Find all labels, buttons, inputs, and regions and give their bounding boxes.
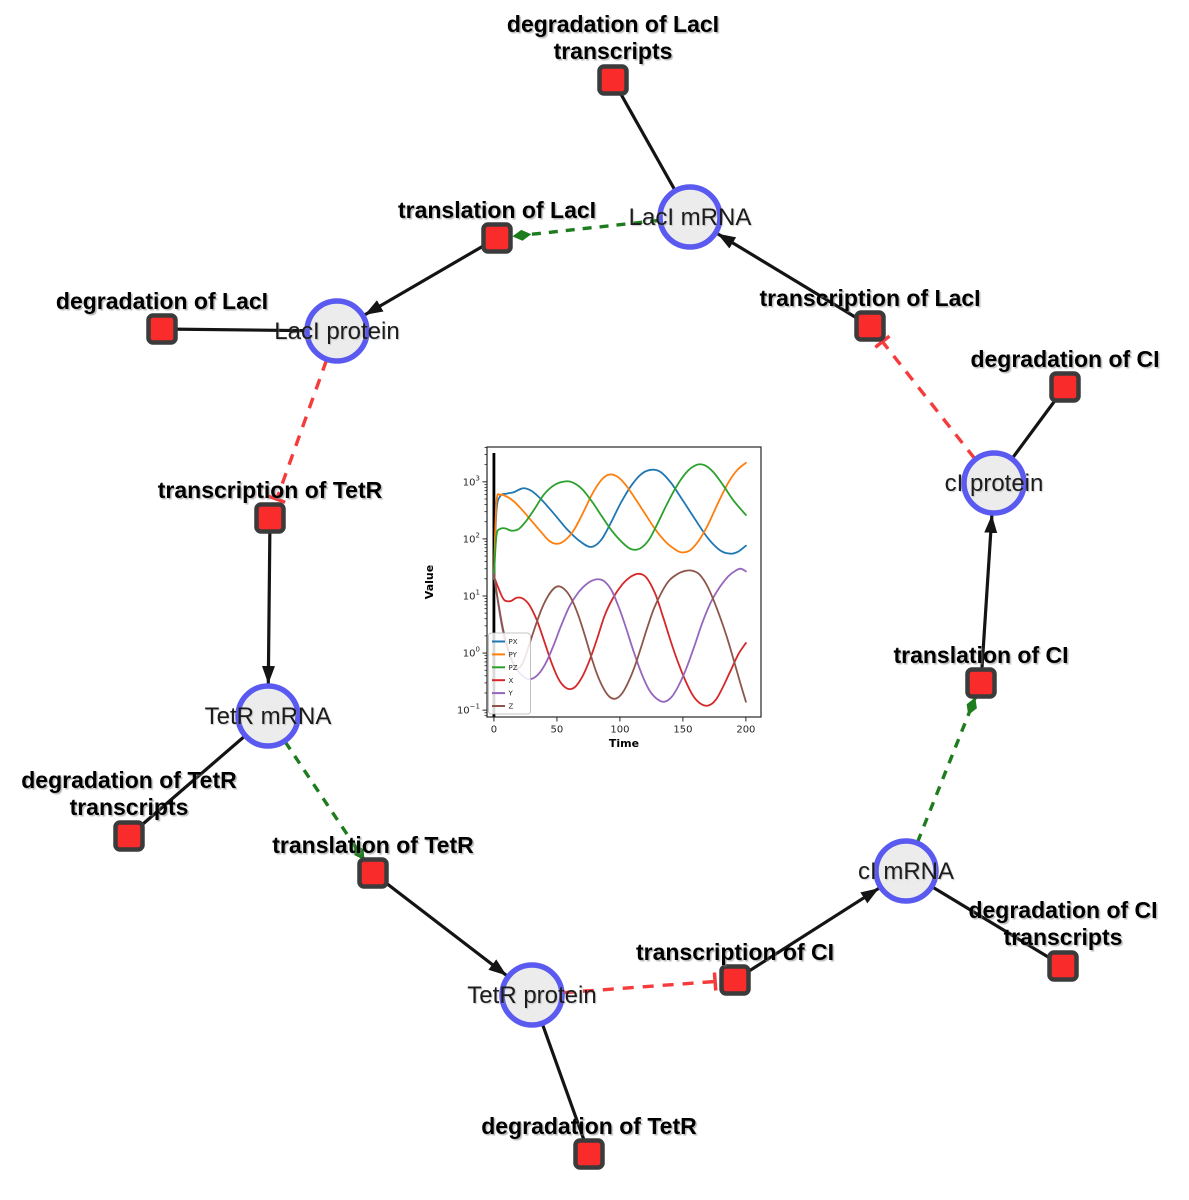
chart-y-axis-label: Value: [423, 565, 436, 599]
reaction-node-deg_tetr: degradation of TetR: [481, 1113, 697, 1170]
x-tick-label: 150: [673, 725, 692, 736]
reaction-square: [1047, 950, 1079, 982]
reaction-node-tx_ci: transcription of CI: [636, 939, 834, 996]
reaction-node-transl_ci: translation of CI: [893, 642, 1069, 699]
reaction-square: [113, 820, 145, 852]
reaction-square: [254, 502, 286, 534]
series-line-PZ: [493, 463, 747, 580]
legend-label-PZ: PZ: [509, 664, 518, 672]
y-tick-label: 103: [463, 474, 480, 488]
reaction-label: degradation of LacI: [56, 288, 268, 314]
species-node-tetr_protein: TetR protein: [467, 962, 597, 1028]
edge-production-tx_laci-to-laci_mrna: [716, 232, 871, 328]
reaction-node-deg_laci_tx: degradation of LacI transcripts: [507, 11, 719, 96]
chart-legend: PX PY PZ XYZ: [488, 632, 531, 715]
edge-production-transl_laci-to-laci_protein: [363, 236, 498, 317]
series-line-PY: [493, 461, 747, 580]
reaction-square: [965, 667, 997, 699]
reaction-square: [597, 64, 629, 96]
species-node-ci_mrna: cI mRNA: [858, 838, 954, 904]
chart-x-axis-label: Time: [609, 737, 639, 750]
x-tick-label: 50: [551, 725, 564, 736]
reaction-node-tx_tetr: transcription of TetR: [158, 477, 383, 534]
species-label: LacI protein: [274, 318, 399, 345]
edge-activation-tetr_mrna-to-transl_tetr: [283, 740, 366, 861]
reaction-square: [481, 222, 513, 254]
reaction-label: translation of TetR: [272, 832, 474, 858]
chart-border: [486, 446, 762, 718]
legend-label-Z: Z: [509, 703, 514, 711]
species-circle: [657, 184, 723, 250]
species-circle: [304, 298, 370, 364]
species-node-laci_protein: LacI protein: [274, 298, 400, 364]
species-label: LacI mRNA: [629, 204, 752, 231]
edge-inhibition-laci_protein-to-tx_tetr: [267, 359, 329, 504]
reaction-label: transcription of CI: [636, 939, 834, 965]
y-tick-label: 100: [463, 646, 480, 660]
legend-label-X: X: [509, 677, 514, 685]
reaction-square: [719, 964, 751, 996]
reaction-node-transl_laci: translation of LacI: [398, 197, 596, 254]
reaction-label: degradation of TetR: [481, 1113, 697, 1139]
inset-chart: 0 50 100 150 20010−1100101102103TimeValuePXP…: [423, 446, 762, 750]
reaction-node-transl_tetr: translation of TetR: [272, 832, 474, 889]
species-label: cI protein: [945, 470, 1044, 497]
reaction-label: degradation of CI: [970, 346, 1159, 372]
species-label: cI mRNA: [858, 858, 954, 885]
species-label: TetR protein: [467, 982, 596, 1009]
nodes: degradation of LacI transcripts translatio…: [21, 11, 1160, 1170]
reaction-label: translation of CI: [893, 642, 1068, 668]
reaction-square: [854, 310, 886, 342]
reaction-node-tx_laci: transcription of LacI: [759, 285, 981, 342]
edge-activation-ci_mrna-to-transl_ci: [915, 697, 977, 843]
reaction-label: transcription of TetR: [158, 477, 383, 503]
reaction-label: transcription of LacI: [759, 285, 980, 311]
y-tick-label: 10−1: [457, 703, 480, 717]
reaction-node-deg_ci_tx: degradation of CI transcripts: [968, 897, 1158, 982]
edge-production-tx_ci-to-ci_mrna: [734, 886, 880, 982]
species-node-ci_protein: cI protein: [945, 450, 1044, 516]
species-node-tetr_mrna: TetR mRNA: [205, 683, 332, 749]
reaction-square: [146, 313, 178, 345]
x-tick-label: 0: [491, 725, 497, 736]
reaction-label: degradation of LacI transcripts: [507, 11, 719, 64]
x-tick-label: 100: [610, 725, 629, 736]
y-tick-label: 102: [463, 531, 480, 545]
reaction-node-deg_laci: degradation of LacI: [56, 288, 268, 345]
edge-production-transl_tetr-to-tetr_protein: [372, 871, 508, 977]
y-tick-label: 101: [463, 588, 480, 602]
edge-inhibition-tetr_protein-to-tx_ci: [562, 972, 718, 995]
species-circle: [873, 838, 939, 904]
x-tick-label: 200: [736, 725, 755, 736]
reaction-node-deg_ci: degradation of CI: [970, 346, 1160, 403]
reaction-label: degradation of TetR transcripts: [21, 767, 237, 820]
legend-label-PY: PY: [509, 651, 518, 659]
reaction-label: translation of LacI: [398, 197, 596, 223]
species-circle: [499, 962, 565, 1028]
reaction-square: [573, 1138, 605, 1170]
edge-production-tx_tetr-to-tetr_mrna: [261, 517, 275, 685]
reaction-label: degradation of CI transcripts: [968, 897, 1157, 950]
reaction-node-deg_tetr_tx: degradation of TetR transcripts: [21, 767, 237, 852]
species-node-laci_mrna: LacI mRNA: [629, 184, 752, 250]
reaction-square: [357, 857, 389, 889]
edge-inhibition-ci_protein-to-tx_laci: [874, 334, 977, 460]
series-line-X: [493, 572, 747, 707]
legend-label-PX: PX: [509, 638, 518, 646]
species-label: TetR mRNA: [205, 703, 332, 730]
edge-activation-laci_mrna-to-transl_laci: [512, 218, 660, 241]
legend-label-Y: Y: [508, 690, 514, 698]
reaction-square: [1049, 371, 1081, 403]
edge-production-transl_ci-to-ci_protein: [979, 514, 998, 684]
species-circle: [961, 450, 1027, 516]
species-circle: [235, 683, 301, 749]
